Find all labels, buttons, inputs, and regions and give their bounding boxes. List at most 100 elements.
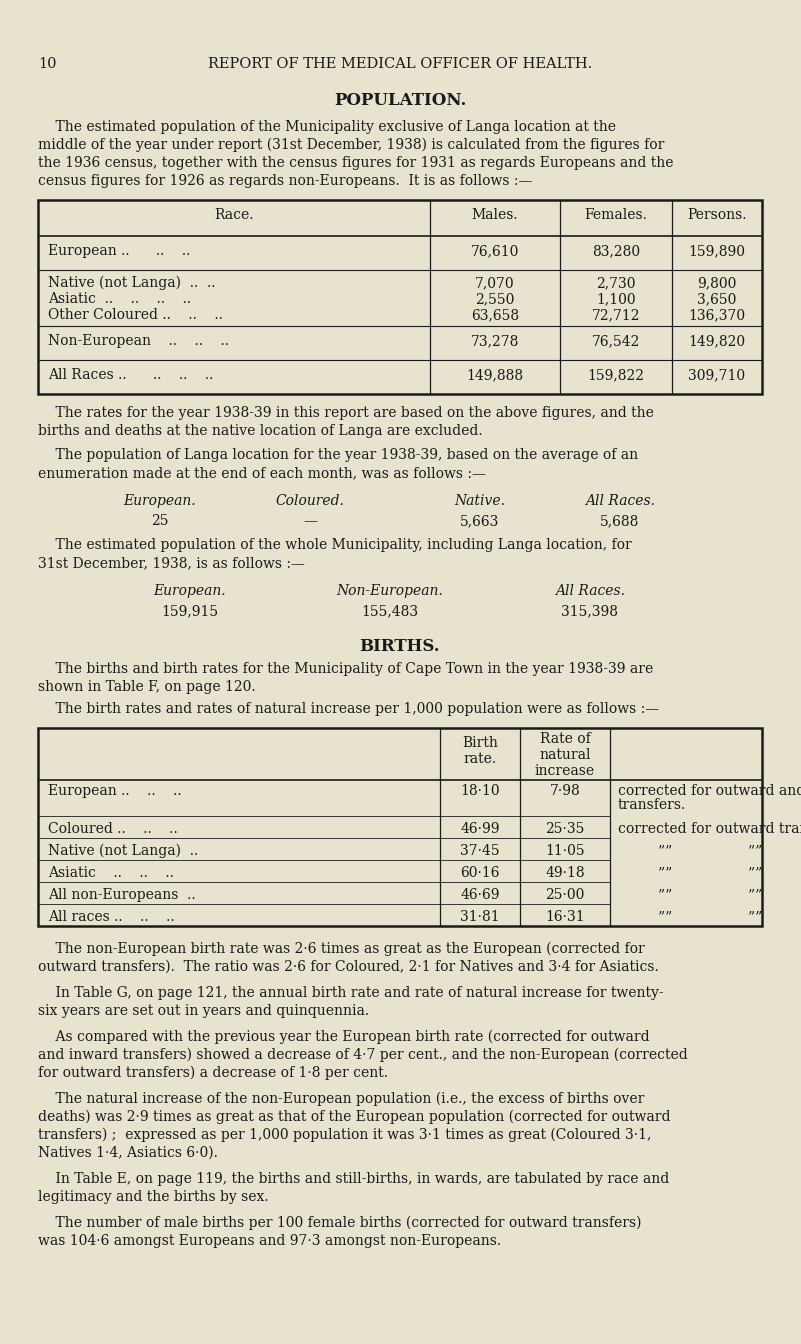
- Text: 9,800: 9,800: [698, 276, 737, 290]
- Text: shown in Table F, on page 120.: shown in Table F, on page 120.: [38, 680, 256, 694]
- Text: births and deaths at the native location of Langa are excluded.: births and deaths at the native location…: [38, 423, 483, 438]
- Text: European ..    ..    ..: European .. .. ..: [48, 784, 182, 798]
- Text: 136,370: 136,370: [688, 308, 746, 323]
- Text: REPORT OF THE MEDICAL OFFICER OF HEALTH.: REPORT OF THE MEDICAL OFFICER OF HEALTH.: [208, 56, 592, 71]
- Text: All Races.: All Races.: [585, 495, 655, 508]
- Text: All races ..    ..    ..: All races .. .. ..: [48, 910, 175, 925]
- Text: 31st December, 1938, is as follows :—: 31st December, 1938, is as follows :—: [38, 556, 305, 570]
- Text: Asiatic  ..    ..    ..    ..: Asiatic .. .. .. ..: [48, 292, 191, 306]
- Text: 16·31: 16·31: [545, 910, 585, 925]
- Text: corrected for outward and inward: corrected for outward and inward: [618, 784, 801, 798]
- Text: BIRTHS.: BIRTHS.: [360, 638, 441, 655]
- Text: The non-European birth rate was 2·6 times as great as the European (corrected fo: The non-European birth rate was 2·6 time…: [38, 942, 645, 957]
- Text: Coloured ..    ..    ..: Coloured .. .. ..: [48, 823, 178, 836]
- Text: The estimated population of the Municipality exclusive of Langa location at the: The estimated population of the Municipa…: [38, 120, 616, 134]
- Text: The number of male births per 100 female births (corrected for outward transfers: The number of male births per 100 female…: [38, 1216, 642, 1230]
- Text: 83,280: 83,280: [592, 245, 640, 258]
- Text: 5,663: 5,663: [461, 513, 500, 528]
- Text: 72,712: 72,712: [592, 308, 640, 323]
- Text: As compared with the previous year the European birth rate (corrected for outwar: As compared with the previous year the E…: [38, 1030, 650, 1044]
- Text: 149,820: 149,820: [688, 335, 746, 348]
- Text: Race.: Race.: [214, 208, 254, 222]
- Text: transfers.: transfers.: [618, 798, 686, 812]
- Text: —: —: [303, 513, 317, 528]
- Text: The birth rates and rates of natural increase per 1,000 population were as follo: The birth rates and rates of natural inc…: [38, 702, 659, 716]
- Text: Asiatic    ..    ..    ..: Asiatic .. .. ..: [48, 866, 174, 880]
- Text: 149,888: 149,888: [466, 368, 524, 382]
- Text: 46·99: 46·99: [461, 823, 500, 836]
- Text: The population of Langa location for the year 1938-39, based on the average of a: The population of Langa location for the…: [38, 448, 638, 462]
- Text: 25·00: 25·00: [545, 888, 585, 902]
- Text: Non-European    ..    ..    ..: Non-European .. .. ..: [48, 335, 229, 348]
- Text: 7,070: 7,070: [475, 276, 515, 290]
- Text: and inward transfers) showed a decrease of 4·7 per cent., and the non-European (: and inward transfers) showed a decrease …: [38, 1048, 688, 1062]
- Text: 159,890: 159,890: [689, 245, 746, 258]
- Text: census figures for 1926 as regards non-Europeans.  It is as follows :—: census figures for 1926 as regards non-E…: [38, 173, 533, 188]
- Text: ””: ””: [658, 888, 672, 902]
- Text: Birth
rate.: Birth rate.: [462, 737, 498, 766]
- Text: ””: ””: [748, 844, 762, 857]
- Text: enumeration made at the end of each month, was as follows :—: enumeration made at the end of each mont…: [38, 466, 486, 480]
- Text: 76,610: 76,610: [471, 245, 519, 258]
- Text: 7·98: 7·98: [549, 784, 581, 798]
- Text: the 1936 census, together with the census figures for 1931 as regards Europeans : the 1936 census, together with the censu…: [38, 156, 674, 169]
- Text: legitimacy and the births by sex.: legitimacy and the births by sex.: [38, 1189, 268, 1204]
- Text: The natural increase of the non-European population (i.e., the excess of births : The natural increase of the non-European…: [38, 1091, 644, 1106]
- Text: ””: ””: [658, 844, 672, 857]
- Text: All non-Europeans  ..: All non-Europeans ..: [48, 888, 195, 902]
- Text: ””: ””: [658, 866, 672, 880]
- Text: deaths) was 2·9 times as great as that of the European population (corrected for: deaths) was 2·9 times as great as that o…: [38, 1110, 670, 1125]
- Text: 73,278: 73,278: [471, 335, 519, 348]
- Text: Males.: Males.: [472, 208, 518, 222]
- Text: 31·81: 31·81: [461, 910, 500, 925]
- Text: 2,730: 2,730: [596, 276, 636, 290]
- Text: The estimated population of the whole Municipality, including Langa location, fo: The estimated population of the whole Mu…: [38, 538, 632, 552]
- Text: 5,688: 5,688: [600, 513, 640, 528]
- Text: All Races.: All Races.: [555, 585, 625, 598]
- Bar: [38, 728, 762, 926]
- Text: 25: 25: [151, 513, 169, 528]
- Text: corrected for outward transfers.: corrected for outward transfers.: [618, 823, 801, 836]
- Text: In Table G, on page 121, the annual birth rate and rate of natural increase for : In Table G, on page 121, the annual birt…: [38, 986, 663, 1000]
- Text: 3,650: 3,650: [698, 292, 737, 306]
- Text: 309,710: 309,710: [688, 368, 746, 382]
- Text: European.: European.: [154, 585, 227, 598]
- Text: outward transfers).  The ratio was 2·6 for Coloured, 2·1 for Natives and 3·4 for: outward transfers). The ratio was 2·6 fo…: [38, 960, 658, 974]
- Text: Other Coloured ..    ..    ..: Other Coloured .. .. ..: [48, 308, 223, 323]
- Text: ””: ””: [748, 910, 762, 925]
- Text: 25·35: 25·35: [545, 823, 585, 836]
- Text: ””: ””: [748, 866, 762, 880]
- Text: The rates for the year 1938-39 in this report are based on the above figures, an: The rates for the year 1938-39 in this r…: [38, 406, 654, 419]
- Text: 46·69: 46·69: [461, 888, 500, 902]
- Text: six years are set out in years and quinquennia.: six years are set out in years and quinq…: [38, 1004, 369, 1017]
- Text: Native.: Native.: [454, 495, 505, 508]
- Text: Non-European.: Non-European.: [336, 585, 444, 598]
- Text: 1,100: 1,100: [596, 292, 636, 306]
- Text: 159,822: 159,822: [587, 368, 645, 382]
- Text: ””: ””: [658, 910, 672, 925]
- Text: 155,483: 155,483: [361, 603, 419, 618]
- Text: ””: ””: [748, 888, 762, 902]
- Text: 10: 10: [38, 56, 57, 71]
- Text: 60·16: 60·16: [461, 866, 500, 880]
- Text: Persons.: Persons.: [687, 208, 747, 222]
- Text: middle of the year under report (31st December, 1938) is calculated from the fig: middle of the year under report (31st De…: [38, 138, 664, 152]
- Text: Natives 1·4, Asiatics 6·0).: Natives 1·4, Asiatics 6·0).: [38, 1146, 218, 1160]
- Text: In Table E, on page 119, the births and still-births, in wards, are tabulated by: In Table E, on page 119, the births and …: [38, 1172, 670, 1185]
- Text: Coloured.: Coloured.: [276, 495, 344, 508]
- Bar: [38, 200, 762, 394]
- Text: Native (not Langa)  ..  ..: Native (not Langa) .. ..: [48, 276, 215, 290]
- Text: Rate of
natural
increase: Rate of natural increase: [535, 732, 595, 778]
- Text: 63,658: 63,658: [471, 308, 519, 323]
- Text: for outward transfers) a decrease of 1·8 per cent.: for outward transfers) a decrease of 1·8…: [38, 1066, 388, 1081]
- Text: 37·45: 37·45: [461, 844, 500, 857]
- Text: POPULATION.: POPULATION.: [334, 91, 466, 109]
- Text: 76,542: 76,542: [592, 335, 640, 348]
- Text: The births and birth rates for the Municipality of Cape Town in the year 1938-39: The births and birth rates for the Munic…: [38, 663, 654, 676]
- Text: 11·05: 11·05: [545, 844, 585, 857]
- Text: All Races ..      ..    ..    ..: All Races .. .. .. ..: [48, 368, 213, 382]
- Text: was 104·6 amongst Europeans and 97·3 amongst non-Europeans.: was 104·6 amongst Europeans and 97·3 amo…: [38, 1234, 501, 1249]
- Text: European.: European.: [123, 495, 196, 508]
- Text: transfers) ;  expressed as per 1,000 population it was 3·1 times as great (Colou: transfers) ; expressed as per 1,000 popu…: [38, 1128, 651, 1142]
- Text: Females.: Females.: [585, 208, 647, 222]
